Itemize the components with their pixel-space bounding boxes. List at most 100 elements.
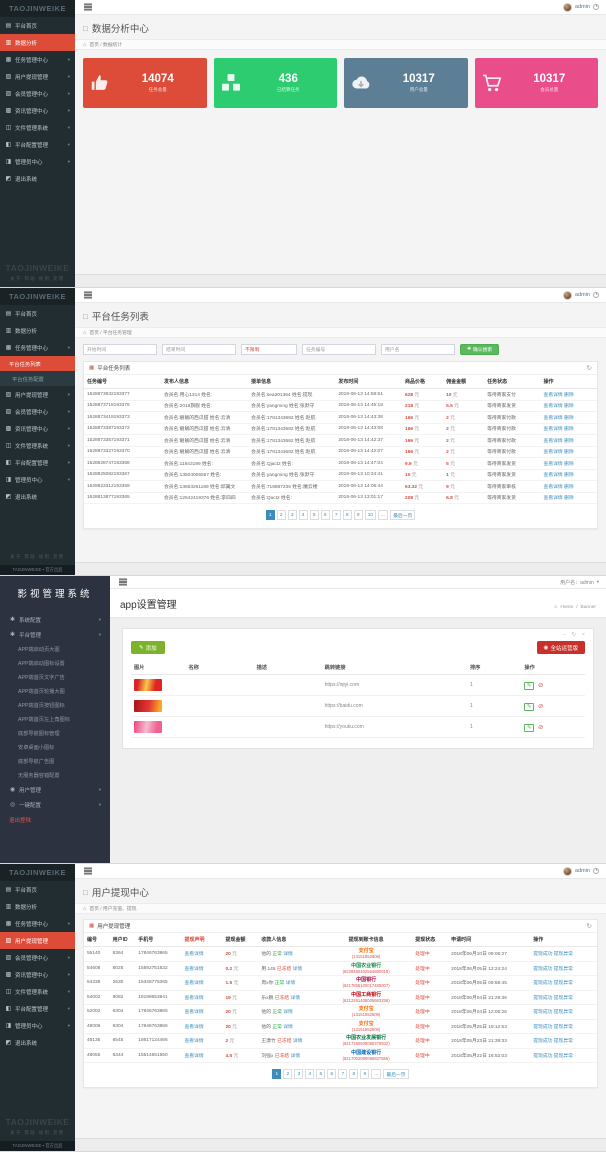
avatar[interactable] <box>563 866 573 876</box>
page-button[interactable]: 最后一页 <box>383 1069 409 1079</box>
view-detail-link[interactable]: 查看详情 <box>543 392 563 398</box>
sidebar-subitem[interactable]: 平台任务列表 <box>0 356 75 371</box>
search-button[interactable]: ✚ 确认搜索 <box>460 344 500 355</box>
delete-link[interactable]: 删除 <box>564 404 574 410</box>
breadcrumb-text[interactable]: 首页 / 平台任务管理 <box>89 331 132 336</box>
view-detail-link[interactable]: 查看详情 <box>543 415 563 421</box>
edit-icon[interactable]: ✎ <box>524 724 535 732</box>
withdraw-success-link[interactable]: 提现成功 <box>533 995 553 1001</box>
page-button[interactable]: 8 <box>349 1069 359 1079</box>
avatar[interactable] <box>563 2 573 12</box>
sidebar-item[interactable]: ▩ 资讯管理中心 ▾ <box>0 420 75 437</box>
withdraw-success-link[interactable]: 提现成功 <box>533 1024 553 1030</box>
payee-detail-link[interactable]: 详情 <box>289 995 301 1001</box>
view-statement-link[interactable]: 查看详情 <box>184 981 204 987</box>
breadcrumb-text[interactable]: 首页 / 用户充值、提现 <box>89 907 137 912</box>
menu-toggle-icon[interactable] <box>84 294 92 296</box>
power-icon[interactable] <box>593 3 599 10</box>
page-button[interactable]: 3 <box>294 1069 304 1079</box>
sidebar-item[interactable]: ▩ 资讯管理中心 ▾ <box>0 966 75 983</box>
withdraw-success-link[interactable]: 提现成功 <box>533 952 553 958</box>
sidebar-subitem[interactable]: 安卓桌面小图标 <box>18 744 55 751</box>
sidebar-item[interactable]: ✱ 系统配置 ▾ <box>0 612 110 627</box>
sidebar-subitem[interactable]: APP端首页轮播大图 <box>18 688 65 695</box>
delete-link[interactable]: 删除 <box>564 473 574 479</box>
delete-link[interactable]: 删除 <box>564 461 574 467</box>
avatar[interactable] <box>563 290 573 300</box>
sidebar-footer-links[interactable]: 关于 帮助 规则 反馈 <box>10 276 65 281</box>
view-statement-link[interactable]: 查看详情 <box>184 1024 204 1030</box>
view-detail-link[interactable]: 查看详情 <box>543 427 563 433</box>
sidebar-item[interactable]: ▥ 数据分析 <box>0 898 75 915</box>
username-input[interactable]: 用户名 <box>381 344 455 355</box>
page-button[interactable]: ... <box>371 1069 382 1079</box>
payee-detail-link[interactable]: 详情 <box>281 952 293 958</box>
sidebar-item[interactable]: ◨ 管理员中心 ▾ <box>0 471 75 488</box>
sidebar-item[interactable]: ◧ 平台配置管理 ▾ <box>0 454 75 471</box>
view-statement-link[interactable]: 查看详情 <box>184 966 204 972</box>
sidebar-item[interactable]: ▤ 平台首页 <box>0 881 75 898</box>
sidebar-item[interactable]: ◧ 平台配置管理 ▾ <box>0 1000 75 1017</box>
delete-icon[interactable]: ⊘ <box>538 724 544 731</box>
view-statement-link[interactable]: 查看详情 <box>184 1039 204 1045</box>
sidebar-subitem[interactable]: 底部导航广告图 <box>18 758 55 765</box>
add-button[interactable]: ✎ 添加 <box>131 641 165 654</box>
delete-link[interactable]: 删除 <box>564 438 574 444</box>
payee-detail-link[interactable]: 详情 <box>281 1024 293 1030</box>
withdraw-success-link[interactable]: 提现成功 <box>533 966 553 972</box>
menu-toggle-icon[interactable] <box>119 581 127 583</box>
sidebar-item[interactable]: ◩ 退出系统 <box>0 1034 75 1051</box>
page-button[interactable]: 5 <box>316 1069 326 1079</box>
sidebar-item[interactable]: ▦ 任务管理中心 ▾ <box>0 339 75 356</box>
page-button[interactable]: 2 <box>276 510 286 520</box>
withdraw-fail-link[interactable]: 提现异常 <box>553 966 573 972</box>
page-button[interactable]: 4 <box>305 1069 315 1079</box>
withdraw-success-link[interactable]: 提现成功 <box>533 1039 553 1045</box>
end-time-input[interactable]: 结束时间 <box>162 344 236 355</box>
sidebar-subitem[interactable]: 无服务器容错配置 <box>18 772 60 779</box>
payee-detail-link[interactable]: 详情 <box>284 981 296 987</box>
sidebar-item[interactable]: ◉ 用户管理 ▾ <box>0 782 110 797</box>
sidebar-item[interactable]: ▥ 数据分析 <box>0 322 75 339</box>
stat-card[interactable]: 10317 用户总量 <box>344 58 468 108</box>
page-button[interactable]: 1 <box>272 1069 282 1079</box>
page-button[interactable]: 3 <box>287 510 297 520</box>
refresh-icon[interactable]: ↻ <box>586 365 592 372</box>
withdraw-success-link[interactable]: 提现成功 <box>533 981 553 987</box>
view-statement-link[interactable]: 查看详情 <box>184 995 204 1001</box>
withdraw-fail-link[interactable]: 提现异常 <box>553 1010 573 1016</box>
payee-detail-link[interactable]: 详情 <box>291 1039 303 1045</box>
view-detail-link[interactable]: 查看详情 <box>543 404 563 410</box>
sidebar-item[interactable]: ◨ 管理员中心 ▾ <box>0 1017 75 1034</box>
withdraw-fail-link[interactable]: 提现异常 <box>553 995 573 1001</box>
sidebar-item[interactable]: ▥ 数据分析 <box>0 34 75 51</box>
sidebar-item[interactable]: ▧ 用户提现管理 ▾ <box>0 68 75 85</box>
sidebar-item[interactable]: ▨ 会员管理中心 ▾ <box>0 85 75 102</box>
delete-icon[interactable]: ⊘ <box>538 703 544 710</box>
page-button[interactable]: 1 <box>265 510 275 520</box>
card-tools[interactable]: − ↻ × <box>562 632 587 638</box>
withdraw-fail-link[interactable]: 提现异常 <box>553 952 573 958</box>
stat-card[interactable]: 436 已结算任务 <box>213 58 337 108</box>
payee-detail-link[interactable]: 详情 <box>281 1010 293 1016</box>
page-button[interactable]: 4 <box>298 510 308 520</box>
view-detail-link[interactable]: 查看详情 <box>543 438 563 444</box>
sidebar-item[interactable]: ▨ 会员管理中心 ▾ <box>0 403 75 420</box>
withdraw-fail-link[interactable]: 提现异常 <box>553 1039 573 1045</box>
sidebar-item[interactable]: ▤ 平台首页 <box>0 17 75 34</box>
view-detail-link[interactable]: 查看详情 <box>543 484 563 490</box>
edit-icon[interactable]: ✎ <box>524 682 535 690</box>
limit-select[interactable]: 不限制 <box>241 344 297 355</box>
withdraw-success-link[interactable]: 提现成功 <box>533 1010 553 1016</box>
sidebar-item[interactable]: ▧ 用户提现管理 <box>0 932 75 949</box>
username[interactable]: 用户名：admin <box>560 579 594 586</box>
payee-detail-link[interactable]: 详情 <box>289 1053 301 1059</box>
page-button[interactable]: 9 <box>360 1069 370 1079</box>
version-button[interactable]: ◉ 全站运营版 <box>536 641 585 654</box>
sidebar-item[interactable]: ◎ 一键配置 ▾ <box>0 797 110 812</box>
sidebar-item[interactable]: ▧ 用户提现管理 ▾ <box>0 386 75 403</box>
stat-card[interactable]: 14074 任务总量 <box>83 58 207 108</box>
withdraw-fail-link[interactable]: 提现异常 <box>553 981 573 987</box>
page-button[interactable]: 8 <box>342 510 352 520</box>
sidebar-item[interactable]: ◫ 文件管理系统 ▾ <box>0 437 75 454</box>
